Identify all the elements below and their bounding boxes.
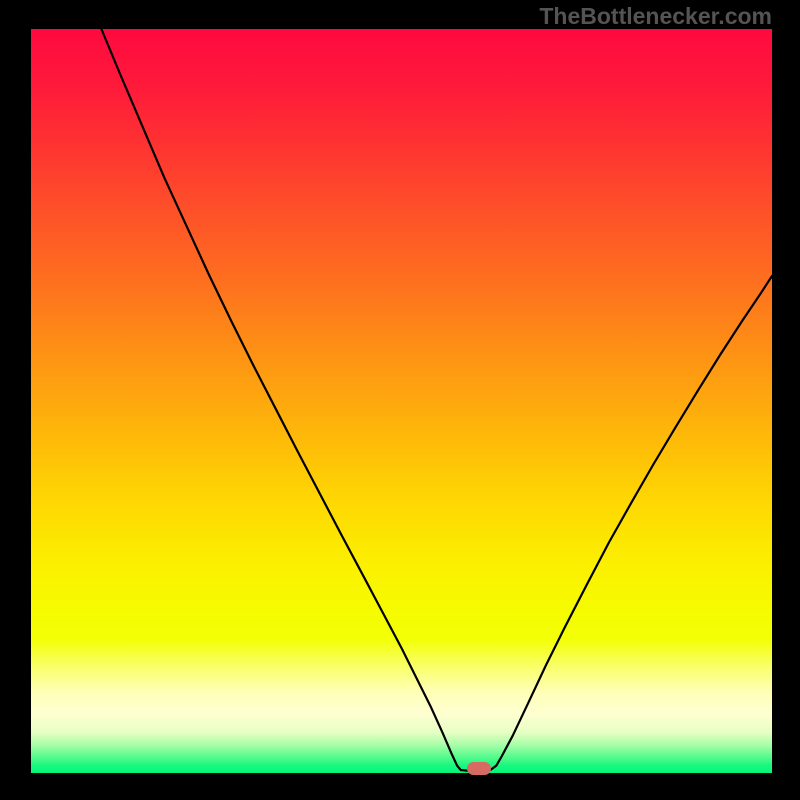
chart-container: TheBottlenecker.com bbox=[0, 0, 800, 800]
watermark-text: TheBottlenecker.com bbox=[539, 3, 772, 30]
optimal-point-marker bbox=[467, 762, 491, 775]
bottleneck-curve bbox=[31, 29, 772, 773]
plot-area bbox=[31, 29, 772, 773]
